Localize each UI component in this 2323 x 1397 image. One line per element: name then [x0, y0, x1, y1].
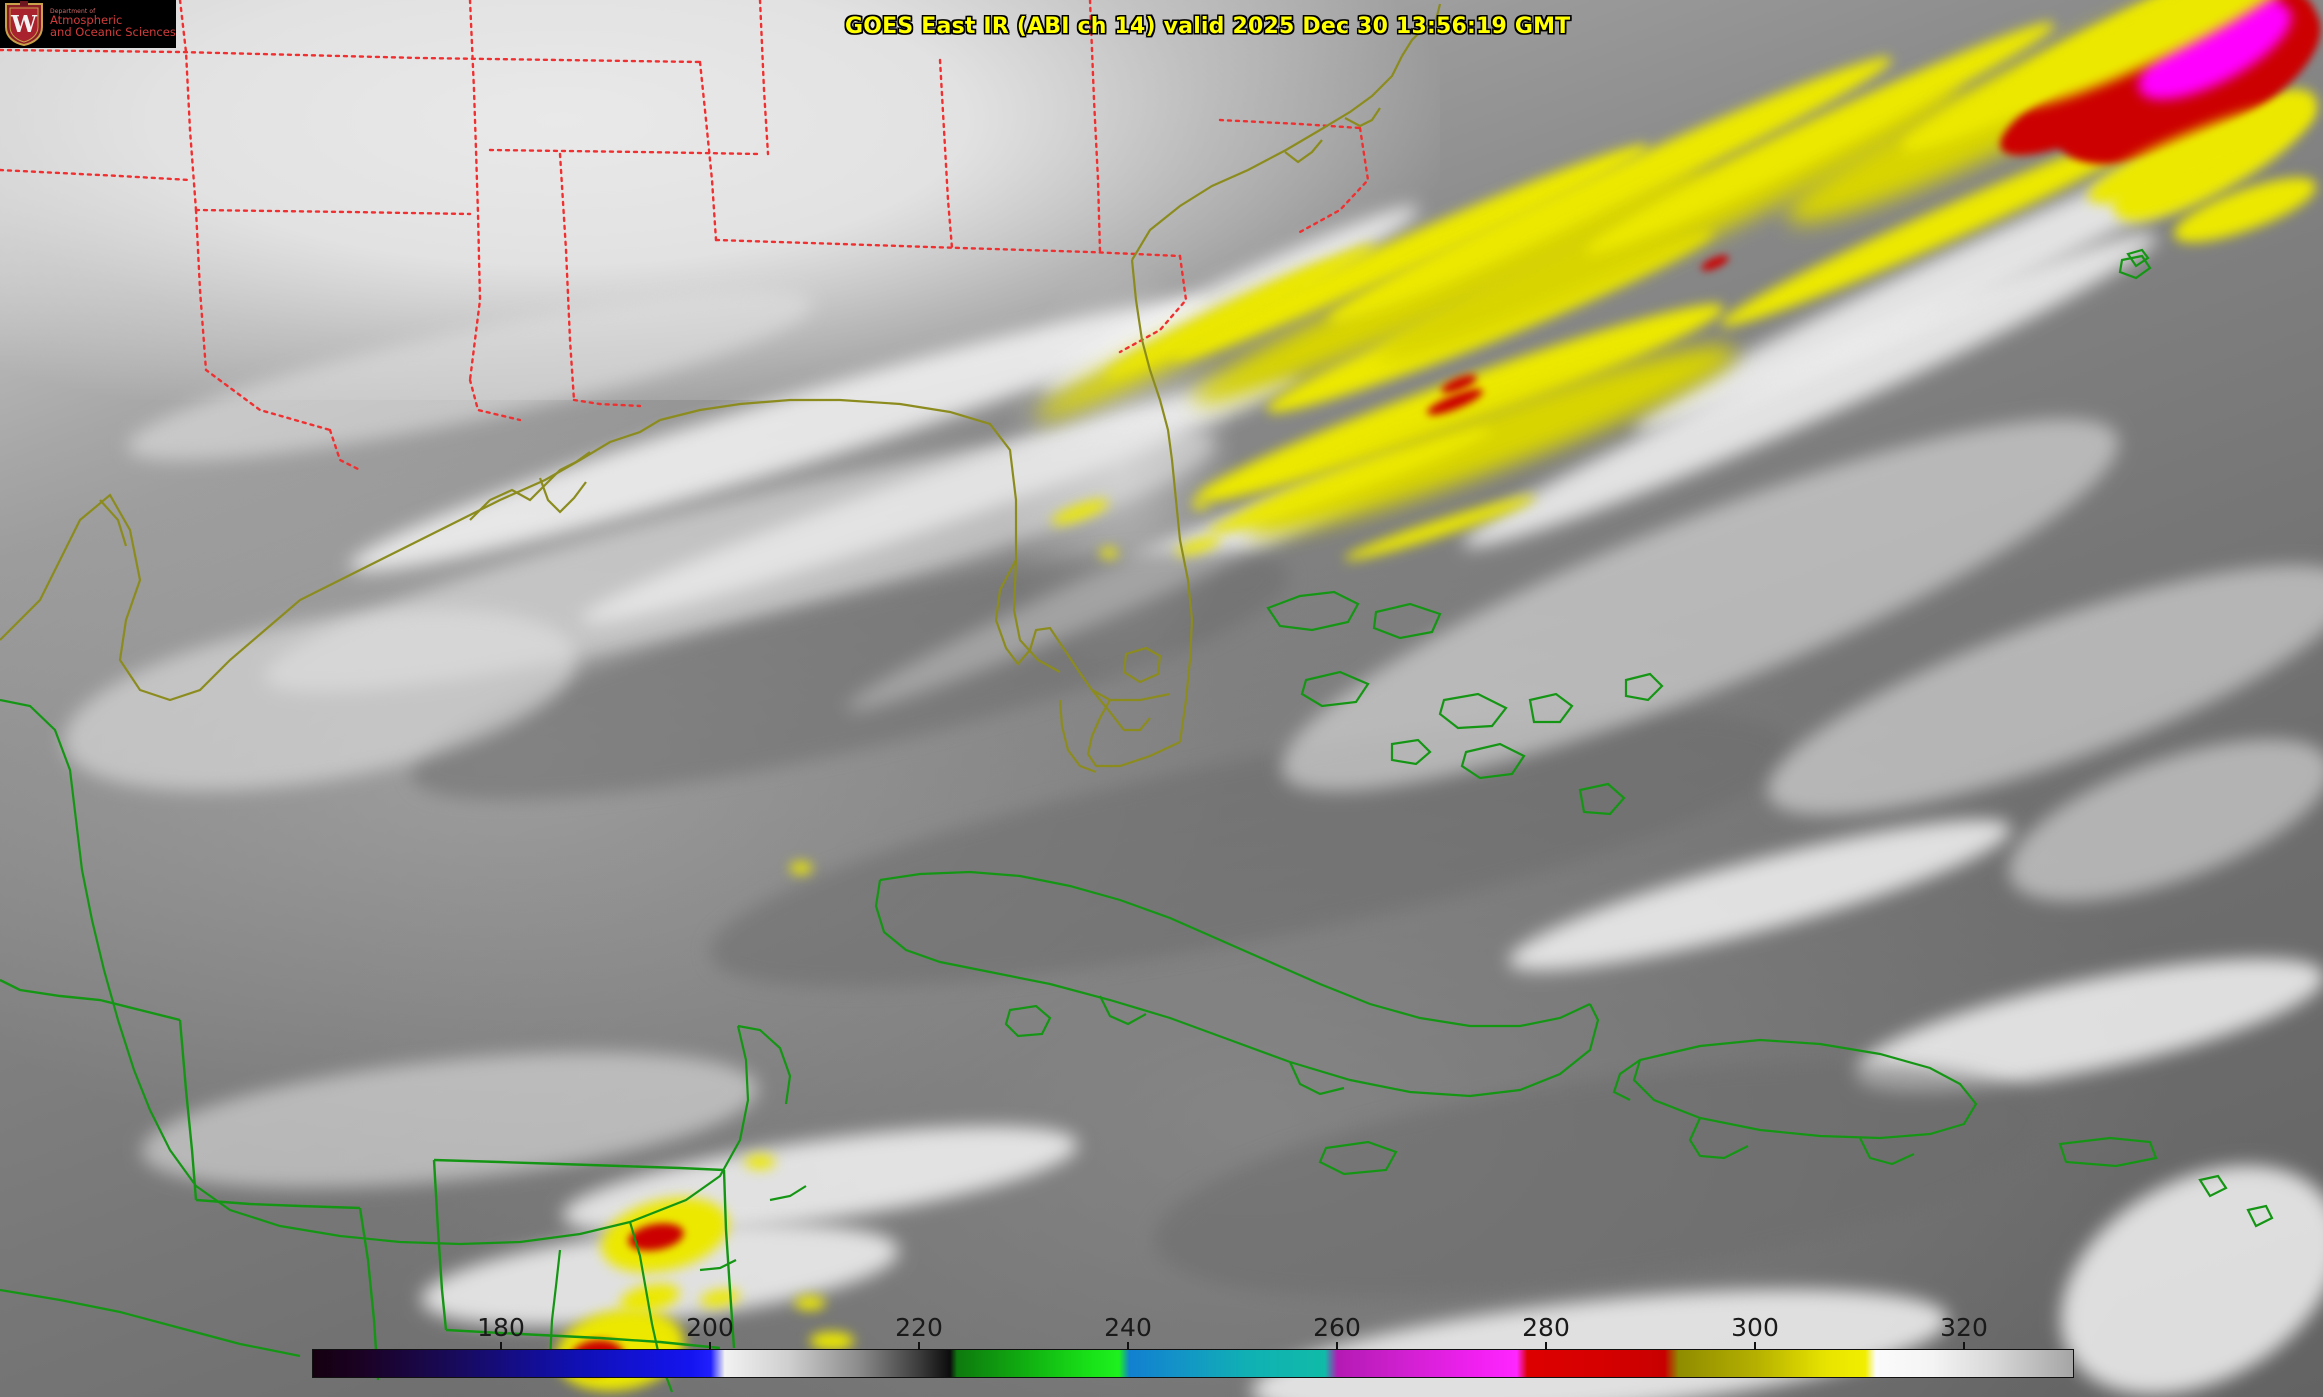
colorbar-tick-label-260: 260 — [1313, 1313, 1361, 1342]
colorbar-tick-label-320: 320 — [1940, 1313, 1988, 1342]
colorbar-tick-label-180: 180 — [477, 1313, 525, 1342]
colorbar-tick-label-220: 220 — [895, 1313, 943, 1342]
colorbar-tick-mark-240 — [1127, 1342, 1129, 1350]
colorbar-tick-label-200: 200 — [686, 1313, 734, 1342]
colorbar: 180 200 220 240 260 280 300 320 — [312, 1313, 2074, 1387]
colorbar-tick-label-240: 240 — [1104, 1313, 1152, 1342]
colorbar-tick-mark-200 — [709, 1342, 711, 1350]
colorbar-tick-labels: 180 200 220 240 260 280 300 320 — [312, 1313, 2074, 1350]
svg-text:W: W — [10, 11, 38, 38]
logo-line-2: and Oceanic Sciences — [50, 25, 176, 40]
international-borders — [0, 978, 736, 1381]
state-borders — [0, 0, 1370, 472]
logo-department-line: Department of — [50, 8, 96, 16]
colorbar-tick-label-300: 300 — [1731, 1313, 1779, 1342]
colorbar-tick-mark-320 — [1963, 1342, 1965, 1350]
colorbar-tick-mark-300 — [1754, 1342, 1756, 1350]
logo-text-block: Department of Atmospheric and Oceanic Sc… — [50, 9, 176, 39]
colorbar-tick-mark-180 — [500, 1342, 502, 1350]
colorbar-tick-mark-220 — [918, 1342, 920, 1350]
colorbar-tick-label-280: 280 — [1522, 1313, 1570, 1342]
product-title: GOES East IR (ABI ch 14) valid 2025 Dec … — [845, 14, 1571, 39]
uw-crest-icon: W — [5, 1, 43, 47]
coastline-foreign — [0, 248, 2274, 1393]
coastline-united-states — [0, 3, 1442, 774]
colorbar-tick-mark-280 — [1545, 1342, 1547, 1350]
colorbar-tick-mark-260 — [1336, 1342, 1338, 1350]
logo-line-1: Atmospheric — [50, 13, 123, 28]
uw-madison-aos-logo: W Department of Atmospheric and Oceanic … — [0, 0, 176, 48]
colorbar-gradient — [312, 1349, 2074, 1378]
